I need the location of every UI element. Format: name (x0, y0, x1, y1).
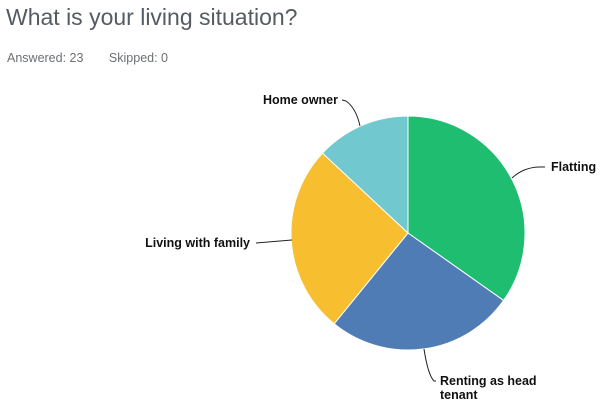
slice-label-flatting: Flatting (551, 160, 596, 174)
leader-line-living-with-family (255, 239, 293, 244)
pie-labels: Flatting Renting as head tenant Living with… (145, 93, 596, 402)
leader-line-flatting (511, 166, 545, 179)
slice-label-renting-as-head-tenant: Renting as head tenant (440, 374, 537, 402)
skipped-count: Skipped: 0 (108, 51, 168, 65)
response-stats: Answered: 23 Skipped: 0 (7, 51, 168, 65)
slice-label-living-with-family: Living with family (145, 236, 250, 250)
leader-line-home-owner (341, 99, 361, 127)
pie-slice-living-with-family[interactable] (290, 152, 409, 325)
slice-label-home-owner: Home owner (263, 93, 338, 107)
question-title: What is your living situation? (6, 4, 298, 30)
pie-slice-flatting[interactable] (407, 115, 526, 302)
answered-count: Answered: 23 (7, 51, 84, 65)
pie-slice-home-owner[interactable] (321, 115, 409, 235)
pie-slice-renting-as-head-tenant[interactable] (333, 232, 505, 351)
pie-slices (290, 115, 526, 351)
leader-line-renting-as-head-tenant (423, 348, 436, 382)
pie-leader-lines (255, 99, 545, 382)
